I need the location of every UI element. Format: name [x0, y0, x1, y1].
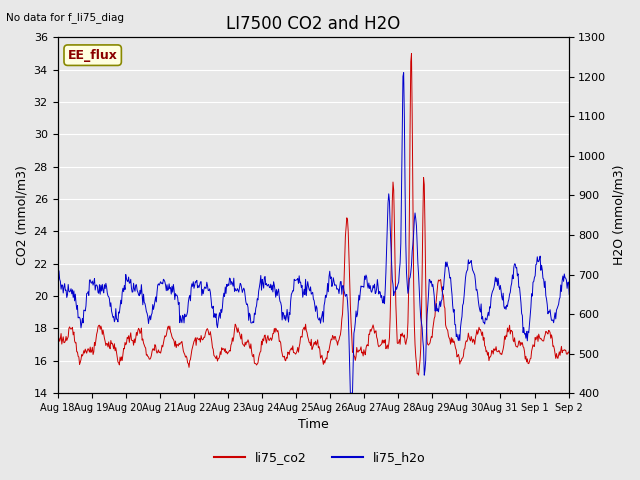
- X-axis label: Time: Time: [298, 419, 328, 432]
- Line: li75_h2o: li75_h2o: [58, 72, 603, 393]
- li75_co2: [266, 337, 273, 343]
- li75_co2: [54, 342, 61, 348]
- li75_h2o: [419, 324, 426, 330]
- li75_h2o: [266, 284, 273, 290]
- Y-axis label: CO2 (mmol/m3): CO2 (mmol/m3): [15, 165, 28, 265]
- li75_co2: [599, 340, 607, 346]
- li75_h2o: [218, 310, 225, 315]
- li75_h2o: [387, 242, 395, 248]
- li75_h2o: [245, 317, 253, 323]
- li75_co2: [245, 339, 253, 345]
- Text: EE_flux: EE_flux: [68, 48, 118, 62]
- Legend: li75_co2, li75_h2o: li75_co2, li75_h2o: [209, 446, 431, 469]
- li75_h2o: [346, 390, 354, 396]
- Title: LI7500 CO2 and H2O: LI7500 CO2 and H2O: [226, 15, 400, 33]
- Line: li75_co2: li75_co2: [58, 54, 603, 375]
- li75_co2: [218, 345, 225, 351]
- Text: No data for f_li75_diag: No data for f_li75_diag: [6, 12, 124, 23]
- li75_h2o: [118, 301, 125, 307]
- li75_h2o: [599, 268, 607, 274]
- li75_co2: [419, 271, 426, 277]
- Y-axis label: H2O (mmol/m3): H2O (mmol/m3): [612, 165, 625, 265]
- li75_co2: [118, 354, 125, 360]
- li75_co2: [415, 372, 422, 378]
- li75_h2o: [54, 287, 61, 293]
- li75_co2: [408, 51, 415, 57]
- li75_co2: [387, 314, 394, 320]
- li75_h2o: [400, 70, 408, 75]
